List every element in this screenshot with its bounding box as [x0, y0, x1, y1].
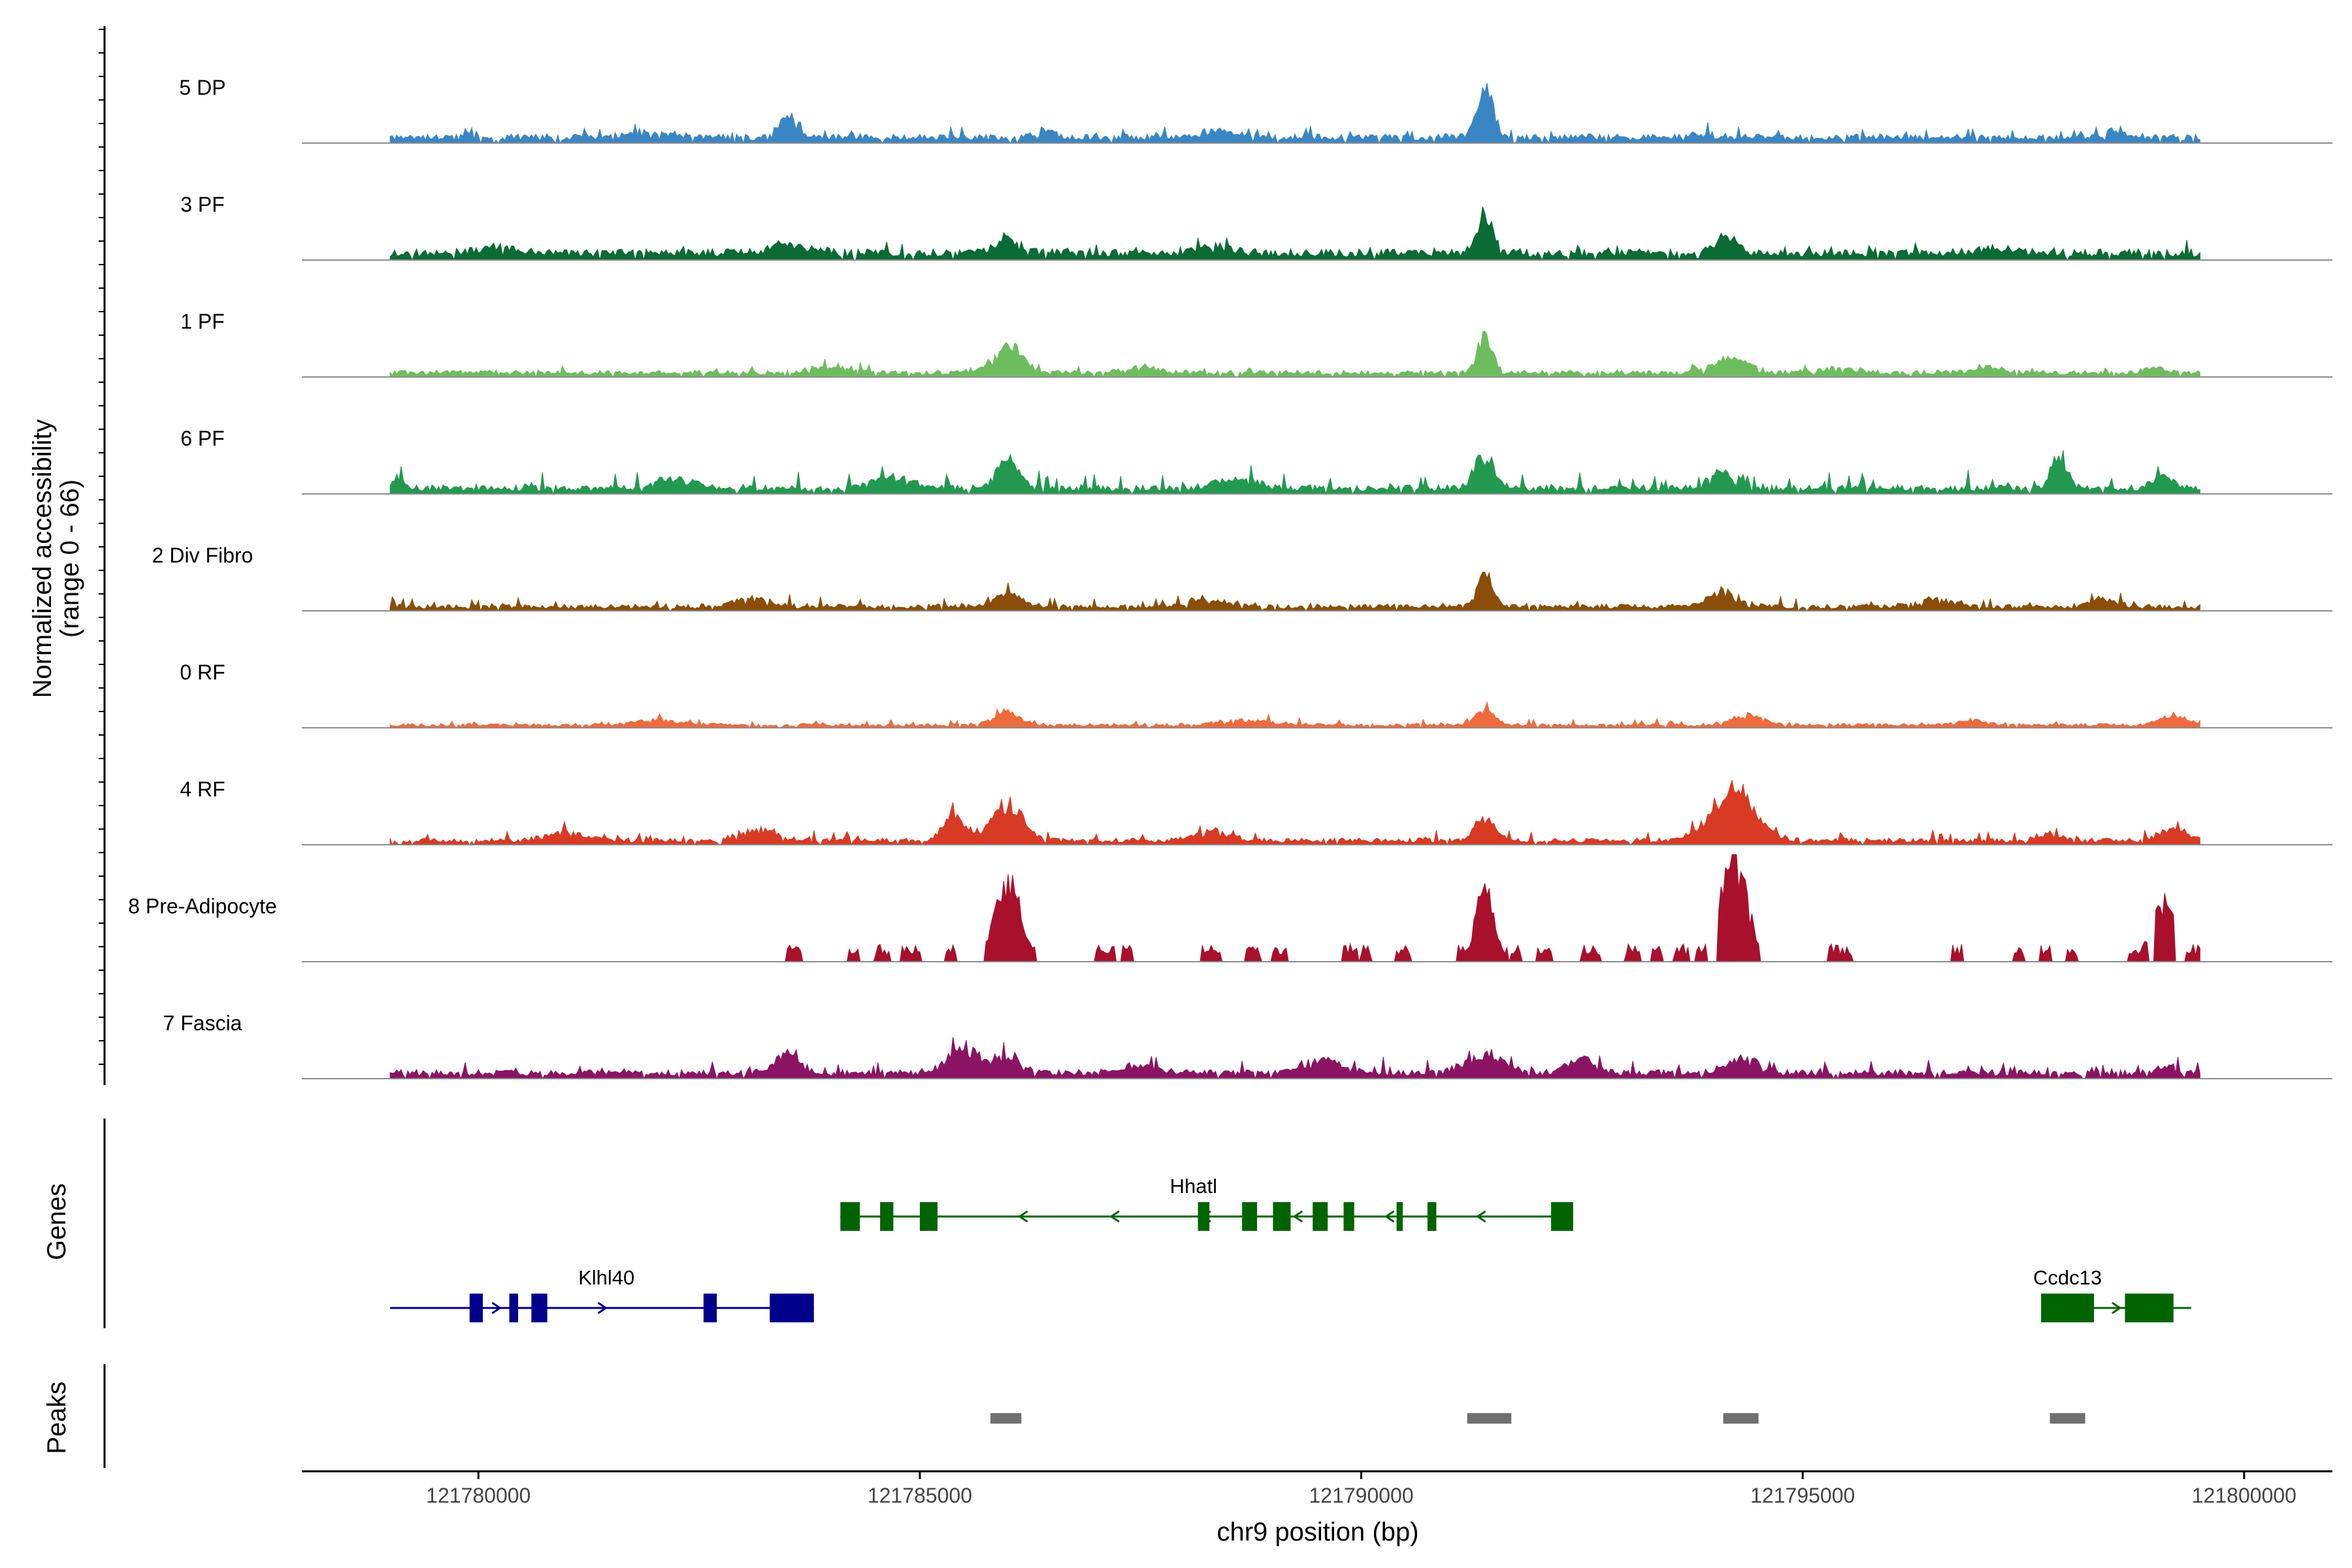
gene-exon: [531, 1294, 547, 1322]
track-label: 6 PF: [180, 427, 225, 450]
coverage-signal-area: [389, 450, 2200, 495]
gene-exon: [1198, 1202, 1210, 1231]
gene-exon: [703, 1294, 717, 1322]
gene-name-label: Ccdc13: [2033, 1266, 2102, 1289]
x-tick-label: 121790000: [1309, 1484, 1413, 1507]
gene-exon: [1273, 1202, 1291, 1231]
coverage-track-3: 6 PF: [180, 427, 2332, 495]
x-tick-label: 121795000: [1750, 1484, 1855, 1507]
strand-chevron: [1292, 1210, 1303, 1223]
gene-exon: [1551, 1202, 1573, 1231]
gene-exon: [469, 1294, 483, 1322]
peak-region: [990, 1413, 1022, 1424]
coverage-signal-area: [389, 779, 2200, 846]
strand-chevron: [2112, 1301, 2122, 1315]
peak-track: [103, 1364, 2085, 1468]
gene-name-label: Klhl40: [578, 1266, 634, 1289]
gene-exon: [1343, 1202, 1354, 1231]
coverage-track-7: 8 Pre-Adipocyte: [128, 854, 2332, 962]
x-axis-title: chr9 position (bp): [1217, 1518, 1418, 1546]
gene-exon: [2041, 1294, 2095, 1322]
gene-hhatl: Hhatl: [840, 1175, 1573, 1231]
track-label: 8 Pre-Adipocyte: [128, 894, 277, 918]
coverage-signal-area: [390, 854, 2200, 962]
coverage-track-2: 1 PF: [180, 310, 2332, 378]
peak-region: [1723, 1413, 1759, 1424]
coverage-track-8: 7 Fascia: [163, 1011, 2332, 1080]
coverage-signal-area: [389, 330, 2200, 378]
track-label: 5 DP: [179, 76, 225, 99]
peaks-track-title: Peaks: [42, 1381, 71, 1454]
gene-exon: [1396, 1202, 1403, 1231]
peak-region: [2050, 1413, 2085, 1424]
strand-chevron: [1109, 1210, 1120, 1223]
strand-chevron: [597, 1301, 608, 1315]
coverage-track-5: 0 RF: [180, 661, 2332, 729]
genes-track-title: Genes: [42, 1183, 71, 1260]
gene-ccdc13: Ccdc13: [2033, 1266, 2191, 1322]
track-label: 3 PF: [180, 193, 225, 216]
y-axis-title-line1: Normalized accessibility: [28, 419, 57, 698]
gene-exon: [840, 1202, 860, 1231]
coverage-track-1: 3 PF: [180, 193, 2332, 261]
coverage-signal-area: [389, 1037, 2200, 1080]
gene-exon: [880, 1202, 894, 1231]
gene-exon: [1427, 1202, 1437, 1231]
coverage-tracks: 5 DP 3 PF 1 PF 6 PF 2 Div Fibro 0 RF 4 RF 8 Pre…: [99, 26, 2332, 1085]
coverage-signal-area: [389, 571, 2200, 612]
track-label: 4 RF: [180, 777, 225, 801]
gene-exon: [509, 1294, 519, 1322]
coverage-track-0: 5 DP: [179, 76, 2332, 144]
strand-chevron: [1017, 1210, 1028, 1223]
coverage-signal-area: [389, 701, 2200, 729]
coverage-signal-area: [389, 206, 2200, 261]
gene-exon: [919, 1202, 938, 1231]
strand-chevron: [491, 1301, 502, 1315]
track-label: 0 RF: [180, 661, 225, 684]
peak-region: [1467, 1413, 1512, 1424]
gene-exon: [1313, 1202, 1328, 1231]
y-axis-title-line2: (range 0 - 66): [56, 480, 84, 638]
gene-exon: [2125, 1294, 2174, 1322]
x-tick-label: 121785000: [868, 1484, 972, 1507]
coverage-signal-area: [389, 82, 2200, 144]
gene-klhl40: Klhl40: [390, 1266, 814, 1322]
gene-exon: [1242, 1202, 1258, 1231]
x-tick-label: 121800000: [2192, 1484, 2296, 1507]
coverage-track-6: 4 RF: [180, 777, 2332, 846]
x-axis: 121780000 121785000 121790000 121795000 1218…: [302, 1470, 2332, 1507]
strand-chevron: [1384, 1210, 1395, 1223]
strand-chevron: [1475, 1210, 1486, 1223]
track-label: 7 Fascia: [163, 1011, 242, 1035]
gene-track: Hhatl Klhl40 Ccdc13: [103, 1119, 2191, 1328]
coverage-track-4: 2 Div Fibro: [152, 544, 2332, 612]
track-label: 1 PF: [180, 310, 225, 333]
x-tick-label: 121780000: [426, 1484, 531, 1507]
track-label: 2 Div Fibro: [152, 544, 253, 567]
gene-name-label: Hhatl: [1170, 1175, 1217, 1198]
gene-exon: [770, 1294, 814, 1322]
